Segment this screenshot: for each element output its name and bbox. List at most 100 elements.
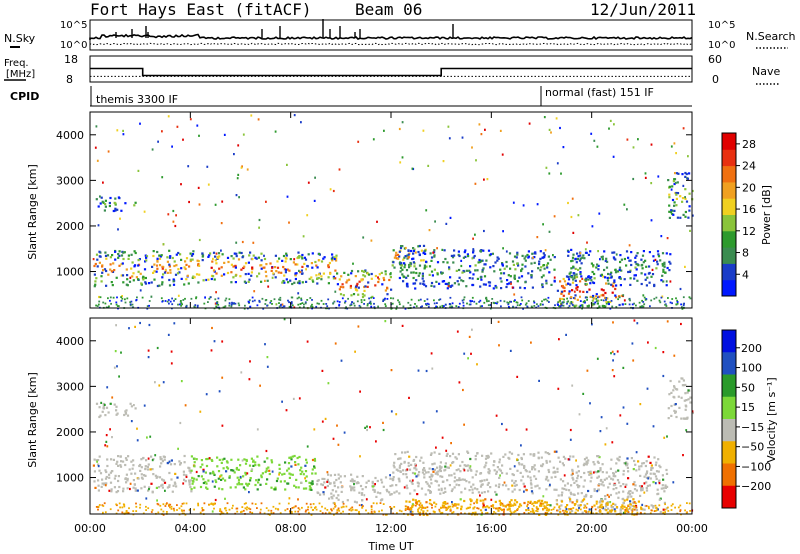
heatmap-cell [232, 257, 235, 260]
heatmap-cell [492, 507, 495, 509]
heatmap-cell [444, 501, 447, 504]
heatmap-cell [126, 278, 129, 281]
heatmap-cell [160, 297, 163, 300]
heatmap-cell [549, 258, 552, 261]
heatmap-cell [120, 274, 123, 277]
heatmap-cell [415, 271, 418, 275]
heatmap-cell [398, 303, 401, 306]
heatmap-cell [579, 257, 582, 260]
heatmap-cell [648, 265, 651, 268]
heatmap-cell [497, 320, 500, 323]
heatmap-cell [286, 508, 289, 510]
heatmap-cell [310, 514, 313, 516]
heatmap-cell [189, 259, 192, 263]
heatmap-cell [614, 475, 617, 478]
heatmap-cell [174, 482, 177, 485]
heatmap-cell [384, 476, 388, 479]
heatmap-cell [472, 507, 475, 510]
heatmap-cell [248, 254, 251, 257]
heatmap-cell [435, 410, 438, 413]
heatmap-cell [351, 508, 354, 511]
heatmap-cell [605, 299, 607, 301]
heatmap-cell [278, 257, 281, 260]
x-tick-label: 00:00 [74, 522, 106, 535]
heatmap-cell [448, 268, 451, 271]
heatmap-cell [663, 436, 666, 439]
heatmap-cell [624, 462, 627, 465]
heatmap-cell [171, 490, 174, 493]
heatmap-cell [533, 256, 536, 259]
heatmap-cell [250, 468, 254, 471]
heatmap-cell [414, 251, 417, 254]
heatmap-cell [116, 490, 120, 493]
heatmap-cell [196, 259, 199, 262]
heatmap-cell [306, 299, 309, 301]
heatmap-cell [675, 197, 678, 200]
heatmap-cell [480, 483, 483, 486]
heatmap-cell [228, 298, 231, 301]
heatmap-cell [633, 481, 636, 484]
heatmap-cell [360, 299, 363, 301]
heatmap-cell [348, 508, 351, 511]
heatmap-cell [431, 367, 434, 370]
heatmap-cell [523, 287, 526, 290]
heatmap-cell [337, 486, 340, 489]
heatmap-cell [681, 197, 685, 200]
heatmap-cell [227, 260, 230, 264]
heatmap-cell [526, 505, 528, 508]
heatmap-cell [124, 512, 127, 515]
heatmap-cell [646, 387, 649, 390]
heatmap-cell [480, 491, 484, 494]
heatmap-cell [199, 466, 202, 469]
heatmap-cell [635, 509, 639, 512]
heatmap-cell [262, 307, 265, 310]
heatmap-cell [180, 380, 183, 383]
heatmap-cell [457, 503, 460, 506]
heatmap-cell [235, 255, 238, 258]
heatmap-cell [105, 269, 108, 273]
heatmap-cell [630, 457, 633, 460]
heatmap-cell [646, 484, 649, 487]
heatmap-cell [545, 506, 547, 509]
heatmap-cell [291, 507, 294, 509]
heatmap-cell [286, 195, 289, 198]
heatmap-cell [489, 266, 492, 269]
heatmap-cell [238, 304, 241, 307]
heatmap-cell [362, 274, 365, 277]
heatmap-cell [237, 173, 240, 176]
heatmap-cell [259, 511, 262, 514]
heatmap-cell [335, 257, 338, 260]
heatmap-cell [550, 476, 553, 479]
heatmap-cell [489, 304, 492, 306]
heatmap-cell [575, 261, 578, 264]
heatmap-cell [641, 488, 644, 491]
heatmap-cell [481, 268, 484, 272]
heatmap-cell [456, 330, 459, 333]
heatmap-cell [468, 481, 471, 484]
heatmap-cell [619, 260, 622, 264]
heatmap-cell [130, 460, 133, 463]
heatmap-cell [413, 489, 416, 492]
heatmap-cell [105, 284, 108, 287]
heatmap-cell [366, 428, 368, 432]
heatmap-cell [118, 375, 120, 378]
heatmap-cell [212, 269, 216, 272]
heatmap-cell [392, 476, 395, 479]
heatmap-cell [461, 460, 464, 464]
heatmap-cell [245, 502, 247, 505]
heatmap-cell [637, 138, 639, 141]
heatmap-cell [553, 280, 556, 283]
heatmap-cell [334, 342, 337, 345]
heatmap-cell [597, 264, 600, 267]
heatmap-cell [398, 466, 401, 469]
heatmap-cell [450, 254, 453, 257]
heatmap-cell [586, 290, 589, 294]
heatmap-cell [239, 275, 242, 278]
heatmap-cell [319, 510, 322, 512]
heatmap-cell [433, 255, 436, 258]
colorbar-swatch [722, 149, 736, 167]
heatmap-cell [539, 504, 542, 507]
heatmap-cell [546, 262, 550, 265]
heatmap-cell [393, 266, 396, 269]
heatmap-cell [114, 202, 117, 205]
